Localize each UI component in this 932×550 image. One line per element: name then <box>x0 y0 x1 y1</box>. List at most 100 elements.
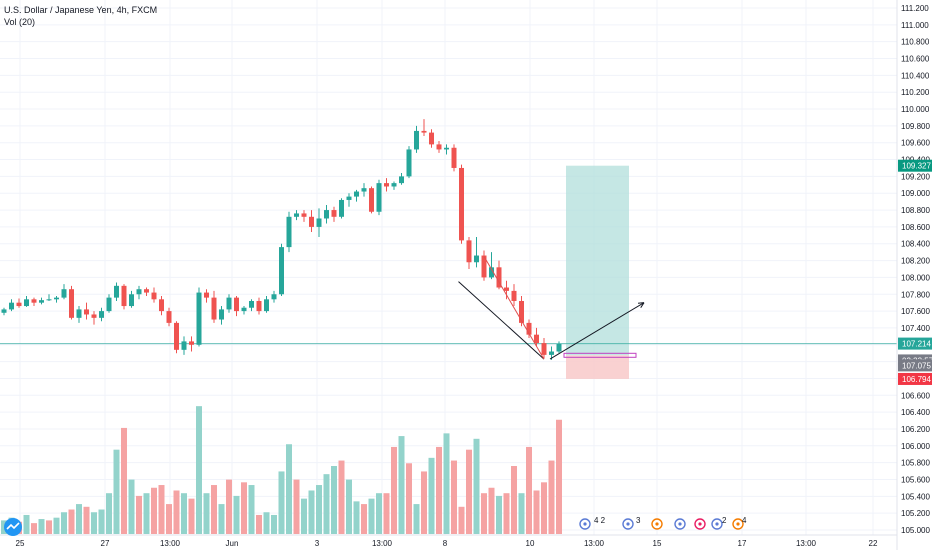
candle-body <box>541 343 547 355</box>
candle <box>136 285 142 300</box>
chart-legend: U.S. Dollar / Japanese Yen, 4h, FXCM Vol… <box>4 4 157 28</box>
volume-bar <box>541 482 547 534</box>
candle-body <box>534 334 539 344</box>
symbol-title[interactable]: U.S. Dollar / Japanese Yen, 4h, FXCM <box>4 5 158 15</box>
volume-bar <box>556 419 562 534</box>
candle-body <box>474 255 479 263</box>
volume-indicator-label[interactable]: Vol (20) <box>4 17 36 27</box>
time-axis[interactable]: 25 27 13:00 Jun 3 13:00 8 10 13:00 15 17 13:00 22 <box>16 539 878 548</box>
price-tick-label: 108.000 <box>901 273 930 282</box>
volume-bar <box>241 482 247 534</box>
candle <box>399 173 404 185</box>
long-position-profit-zone[interactable] <box>566 165 629 356</box>
price-tick-label: 110.400 <box>901 71 930 80</box>
candle-body <box>361 188 367 192</box>
price-tick-label: 109.800 <box>901 122 930 131</box>
candle-body <box>144 289 149 293</box>
candle-body <box>324 210 329 219</box>
volume-bar <box>106 493 112 534</box>
price-axis[interactable]: 111.200 111.000 110.800 110.600 110.400 110.2… <box>901 4 930 535</box>
candle-body <box>91 314 97 318</box>
candle-body <box>241 307 247 312</box>
candle-body <box>166 311 172 323</box>
candle-body <box>496 267 502 288</box>
drawings[interactable] <box>458 256 645 360</box>
candle <box>496 260 502 290</box>
volume-bar <box>76 504 82 534</box>
tradingview-logo[interactable] <box>4 518 22 536</box>
volume-bar <box>443 433 450 534</box>
price-tick-label: 107.600 <box>901 307 930 316</box>
candle-body <box>504 287 509 291</box>
candle-body <box>256 300 262 312</box>
projection-arrow[interactable] <box>549 302 645 360</box>
candle <box>24 295 29 307</box>
volume-bar <box>1 520 7 534</box>
volume-bar <box>91 512 97 534</box>
candle-body <box>76 309 82 318</box>
event-count-label: 4 <box>742 516 747 525</box>
candle <box>459 164 464 244</box>
candle-body <box>264 299 269 312</box>
candle <box>474 237 479 268</box>
trend-line-red[interactable] <box>483 256 545 360</box>
price-tick-label: 108.400 <box>901 240 930 249</box>
volume-bar <box>136 495 142 534</box>
candle-body <box>234 297 239 312</box>
candle <box>346 193 352 207</box>
candle-body <box>196 292 202 345</box>
candle <box>481 250 487 281</box>
candle-body <box>279 247 284 295</box>
candle <box>241 306 247 315</box>
candle <box>181 336 187 355</box>
stop-price-tag-text: 106.794 <box>902 375 931 384</box>
candle-body <box>309 216 314 227</box>
candle-body <box>61 289 67 298</box>
price-tick-label: 109.000 <box>901 189 930 198</box>
economic-events-row[interactable]: 4 2 3 2 4 <box>579 516 747 530</box>
time-tick-label: 25 <box>16 539 25 548</box>
candle-body <box>249 300 254 308</box>
candle <box>301 210 307 222</box>
volume-bar <box>383 493 390 534</box>
candle-body <box>69 289 74 318</box>
price-tick-label: 108.800 <box>901 206 930 215</box>
candle <box>76 306 82 323</box>
candle <box>106 294 112 313</box>
volume-bar <box>511 466 517 534</box>
volume-bar <box>316 485 322 534</box>
volume-bar <box>481 493 487 534</box>
volume-bar <box>196 406 202 534</box>
volume-bar <box>428 457 435 534</box>
candle <box>264 295 269 313</box>
price-tick-label: 110.800 <box>901 38 930 47</box>
candle <box>9 299 14 312</box>
price-tick-label: 110.000 <box>901 105 930 114</box>
trend-line[interactable] <box>458 281 545 360</box>
volume-bar <box>256 514 262 534</box>
candle-body <box>406 149 412 177</box>
candle-body <box>549 351 554 355</box>
volume-bar <box>398 436 405 534</box>
candle-body <box>436 144 442 150</box>
volume-bar <box>143 493 150 534</box>
candle <box>84 302 89 320</box>
candle <box>294 210 299 221</box>
price-tick-label: 105.000 <box>901 526 930 535</box>
long-position-loss-zone[interactable] <box>566 355 629 379</box>
candle <box>31 297 37 307</box>
event-count-label: 3 <box>636 516 641 525</box>
candle <box>159 295 164 316</box>
candle <box>114 282 119 301</box>
candle-body <box>211 297 217 320</box>
event-dot <box>626 522 630 526</box>
candle <box>339 198 344 219</box>
volume-bars <box>1 406 562 534</box>
volume-bar <box>263 512 270 534</box>
target-price-tag-text: 109.327 <box>902 162 931 171</box>
volume-bar <box>23 514 30 534</box>
candle <box>376 179 382 216</box>
event-count-label: 2 <box>722 516 727 525</box>
entry-marker[interactable] <box>563 352 637 358</box>
